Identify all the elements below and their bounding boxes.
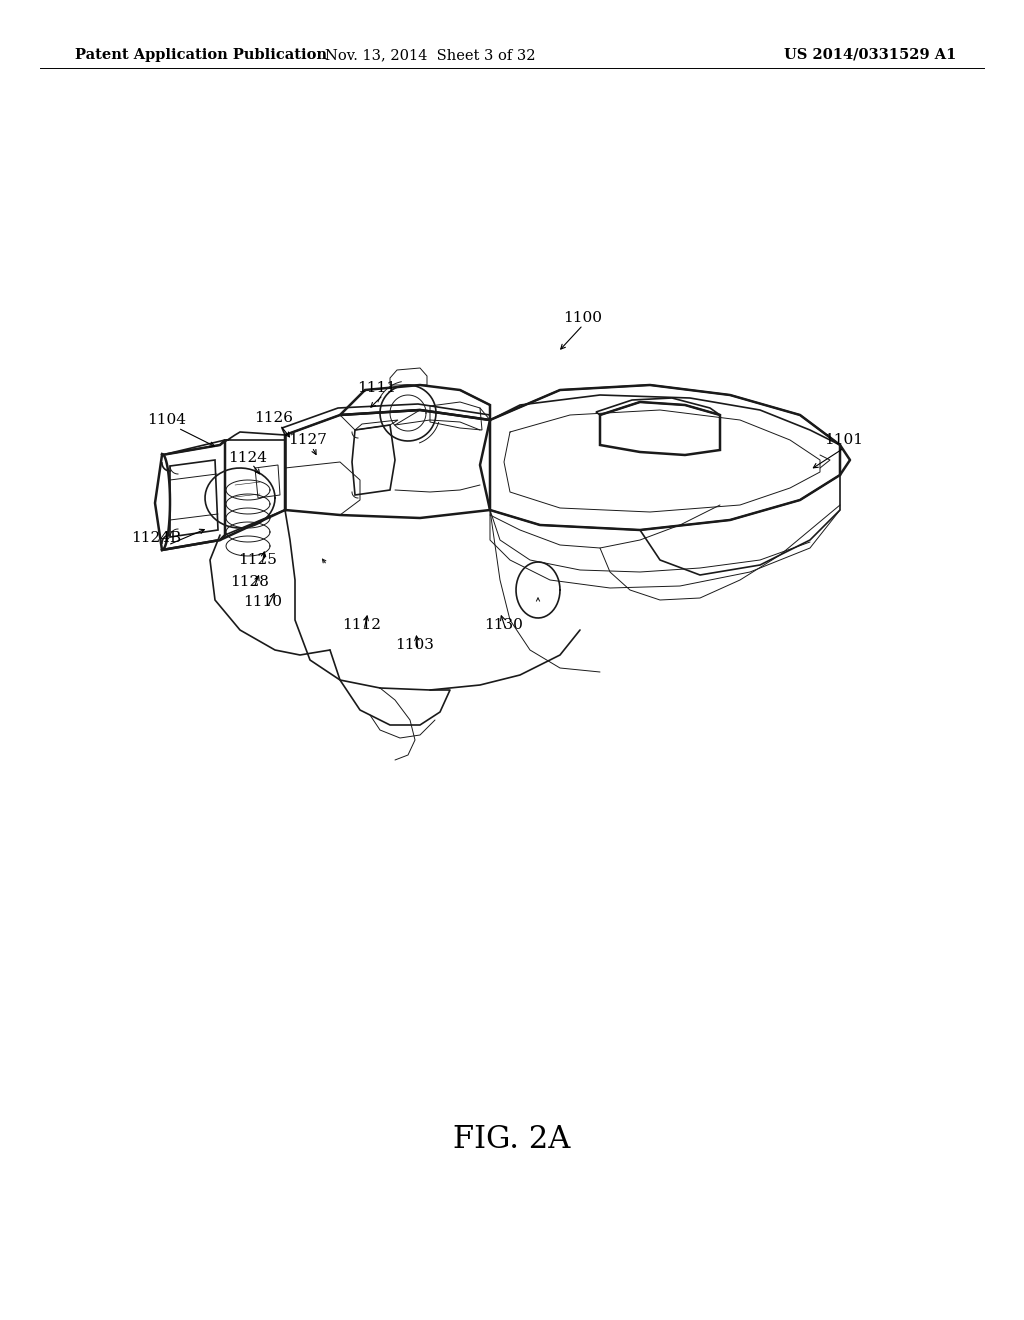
Text: 1127: 1127: [289, 433, 328, 447]
Text: 1103: 1103: [395, 638, 434, 652]
Text: FIG. 2A: FIG. 2A: [454, 1125, 570, 1155]
Text: 1111: 1111: [357, 381, 396, 395]
Text: Patent Application Publication: Patent Application Publication: [75, 48, 327, 62]
Text: 1124: 1124: [228, 451, 267, 465]
Text: 1101: 1101: [824, 433, 863, 447]
Text: 1128: 1128: [230, 576, 269, 589]
Text: 1112: 1112: [342, 618, 382, 632]
Text: 1110: 1110: [244, 595, 283, 609]
Text: 1125: 1125: [239, 553, 278, 568]
Text: 1124B: 1124B: [131, 531, 181, 545]
Text: Nov. 13, 2014  Sheet 3 of 32: Nov. 13, 2014 Sheet 3 of 32: [325, 48, 536, 62]
Text: 1100: 1100: [563, 312, 602, 325]
Text: 1126: 1126: [255, 411, 294, 425]
Text: 1104: 1104: [147, 413, 186, 426]
Text: 1130: 1130: [484, 618, 523, 632]
Text: US 2014/0331529 A1: US 2014/0331529 A1: [783, 48, 956, 62]
